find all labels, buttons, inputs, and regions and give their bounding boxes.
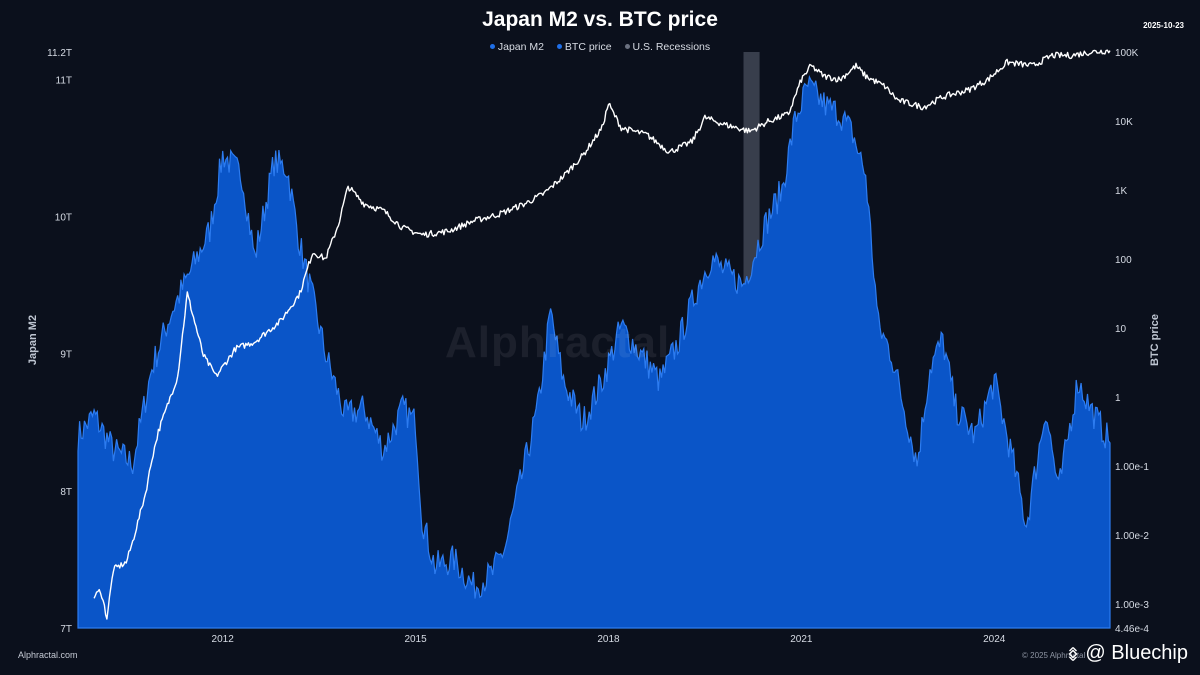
y-left-axis: 7T 8T 9T 10T 11T 11.2T [47, 48, 72, 635]
legend-item-btc-price[interactable]: BTC price [556, 41, 612, 53]
y-left-tick-2: 9T [60, 350, 72, 361]
legend-dot-japan-m2 [489, 43, 495, 49]
y-left-axis-label: Japan M2 [27, 315, 39, 365]
x-tick-4: 2024 [983, 634, 1006, 645]
x-tick-0: 2012 [212, 634, 235, 645]
legend-dot-us-recessions [624, 43, 630, 49]
binance-icon [1068, 646, 1078, 661]
y-right-tick-4: 1 [1115, 393, 1121, 404]
y-right-tick-8: 10K [1115, 117, 1133, 128]
y-right-tick-7: 1K [1115, 186, 1128, 197]
y-left-tick-3: 10T [55, 213, 72, 224]
y-left-tick-1: 8T [60, 487, 72, 498]
chart-date: 2025-10-23 [1143, 21, 1184, 30]
watermark: Alphractal [445, 318, 671, 367]
x-axis: 2012 2015 2018 2021 2024 [212, 634, 1006, 645]
btc-price-line-layer [93, 49, 1111, 620]
brand-label: @ Bluechip [1085, 642, 1188, 664]
x-tick-2: 2018 [597, 634, 620, 645]
legend-label-japan-m2: Japan M2 [497, 41, 544, 53]
japan-m2-area-layer [77, 74, 1111, 629]
copyright-text: © 2025 Alphractal [1022, 651, 1086, 660]
japan-m2-area [77, 74, 1111, 629]
y-right-tick-1: 1.00e-3 [1115, 600, 1149, 611]
y-right-axis: 4.46e-4 1.00e-3 1.00e-2 1.00e-1 1 10 100 1K 10K 1… [1115, 48, 1149, 635]
y-right-tick-0: 4.46e-4 [1115, 624, 1149, 635]
legend-dot-btc-price [556, 43, 562, 49]
y-right-axis-label: BTC price [1149, 314, 1161, 366]
legend-label-btc-price: BTC price [564, 41, 612, 53]
y-right-tick-9: 100K [1115, 48, 1139, 59]
y-right-tick-5: 10 [1115, 324, 1127, 335]
legend-label-us-recessions: U.S. Recessions [632, 41, 711, 53]
chart-title: Japan M2 vs. BTC price [482, 8, 718, 31]
legend: Japan M2 BTC price U.S. Recessions [0, 41, 1200, 53]
brand-watermark: @ Bluechip [1065, 642, 1188, 665]
y-right-tick-6: 100 [1115, 255, 1132, 266]
y-left-tick-0: 7T [60, 624, 72, 635]
x-tick-1: 2015 [404, 634, 427, 645]
legend-item-japan-m2[interactable]: Japan M2 [489, 41, 544, 53]
y-left-tick-4: 11T [56, 75, 73, 86]
source-credit: Alphractal.com [18, 650, 78, 660]
y-left-tick-5: 11.2T [47, 48, 72, 59]
y-right-tick-2: 1.00e-2 [1115, 531, 1149, 542]
legend-item-us-recessions[interactable]: U.S. Recessions [624, 41, 711, 53]
y-right-tick-3: 1.00e-1 [1115, 462, 1149, 473]
x-tick-3: 2021 [790, 634, 813, 645]
btc-price-line [93, 49, 1111, 620]
